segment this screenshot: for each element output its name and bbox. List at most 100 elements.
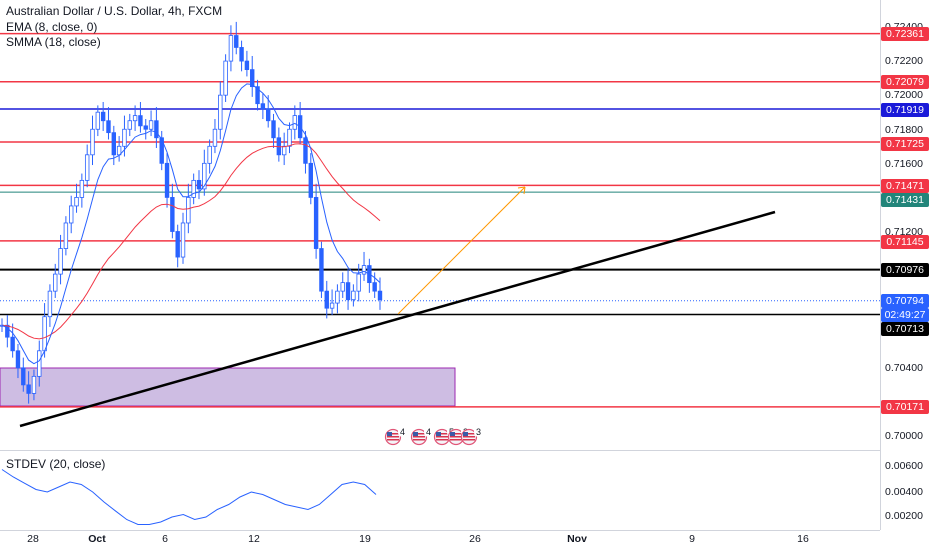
smma-line [1,143,381,340]
candle-body [79,179,85,198]
candle-body [356,273,361,292]
candle [164,153,170,208]
candle [260,93,266,120]
legend-symbol[interactable]: Australian Dollar / U.S. Dollar, 4h, FXC… [6,4,222,19]
time-tick: 19 [359,533,371,545]
trendline[interactable] [19,210,776,428]
legend-smma[interactable]: SMMA (18, close) [6,35,101,50]
level-tag[interactable]: 0.72361 [881,27,929,41]
economic-event[interactable]: 4 [410,427,436,446]
candle [228,25,234,72]
level-tag[interactable]: 0.70976 [881,263,929,277]
candle-body [351,290,356,301]
candle [324,280,329,319]
candle [234,21,239,55]
candle [84,144,90,188]
candle-body [196,179,202,190]
candle-body [223,60,228,96]
level-tag[interactable]: 0.70713 [881,322,929,336]
ema-label: EMA (8, close, 0) [6,20,98,34]
us-flag-icon [410,428,428,446]
level-tag[interactable]: 0.71431 [881,193,929,207]
legend-stdev[interactable]: STDEV (20, close) [6,457,105,472]
candle-body [255,86,260,105]
candle-body [361,265,367,275]
candle-body [218,94,223,130]
price-tick: 0.72200 [885,55,923,67]
candle [127,113,132,137]
candle-body [324,290,329,309]
economic-event[interactable]: 4 [384,427,410,446]
level-tag[interactable]: 0.71919 [881,103,929,117]
candle-body [207,145,212,164]
time-tick: 16 [797,533,809,545]
candle-body [90,128,95,156]
legend-ema[interactable]: EMA (8, close, 0) [6,20,97,35]
candle-body [180,222,186,258]
candle-body [143,125,148,130]
candle [223,54,228,102]
candle-body [202,162,207,190]
candle-body [234,35,239,48]
candle-body [69,205,74,224]
last-price-tag[interactable]: 0.70794 [881,294,929,308]
candle-body [132,115,138,122]
candle-body [329,302,335,309]
candle-body [100,111,106,122]
projection-arrow[interactable] [397,186,526,315]
time-tick: Oct [88,533,106,545]
candle [143,119,148,140]
projection-arrowhead [517,186,526,195]
candle-body [335,290,340,304]
candle-body [313,197,319,249]
candle [138,101,143,133]
candle [335,284,340,314]
candle-body [10,336,15,352]
candle [218,81,223,140]
candle-body [84,154,90,181]
smma-label: SMMA (18, close) [6,35,101,49]
candle [265,95,271,128]
candle [69,195,74,234]
candle [313,183,319,259]
candle [308,153,313,205]
candle [148,110,154,137]
support-zone[interactable] [0,367,456,407]
level-tag[interactable]: 0.71145 [881,235,929,249]
candle-body [148,120,154,130]
price-tick: 0.70400 [885,362,923,374]
candle-body [377,290,383,301]
candle [239,40,244,72]
us-flag-icon [384,428,402,446]
candle-body [63,222,69,249]
level-tag[interactable]: 0.70171 [881,400,929,414]
economic-event[interactable]: 3 [460,427,486,446]
candle-body [340,282,345,292]
candle-body [95,111,101,130]
horizontal-levels[interactable] [0,32,880,408]
candle-body [228,35,234,62]
event-count: 4 [424,427,434,437]
candle [255,79,260,111]
candle [26,371,31,404]
candle-body [265,108,271,122]
candle [74,183,79,213]
level-tag[interactable]: 0.71725 [881,137,929,151]
candle-body [122,128,127,147]
candle-body [186,197,191,224]
level-tag[interactable]: 0.72079 [881,75,929,89]
candle-body [319,248,324,292]
candle-body [26,384,31,394]
level-tag[interactable]: 0.71471 [881,179,929,193]
candle [345,268,351,310]
candle-body [292,115,298,130]
time-tick: 28 [27,533,39,545]
candle-body [287,128,292,147]
candle [319,241,324,298]
price-tick: 0.71600 [885,158,923,170]
candle [63,216,69,256]
candle-body [74,197,79,207]
candle [37,340,42,387]
candle [21,357,26,392]
